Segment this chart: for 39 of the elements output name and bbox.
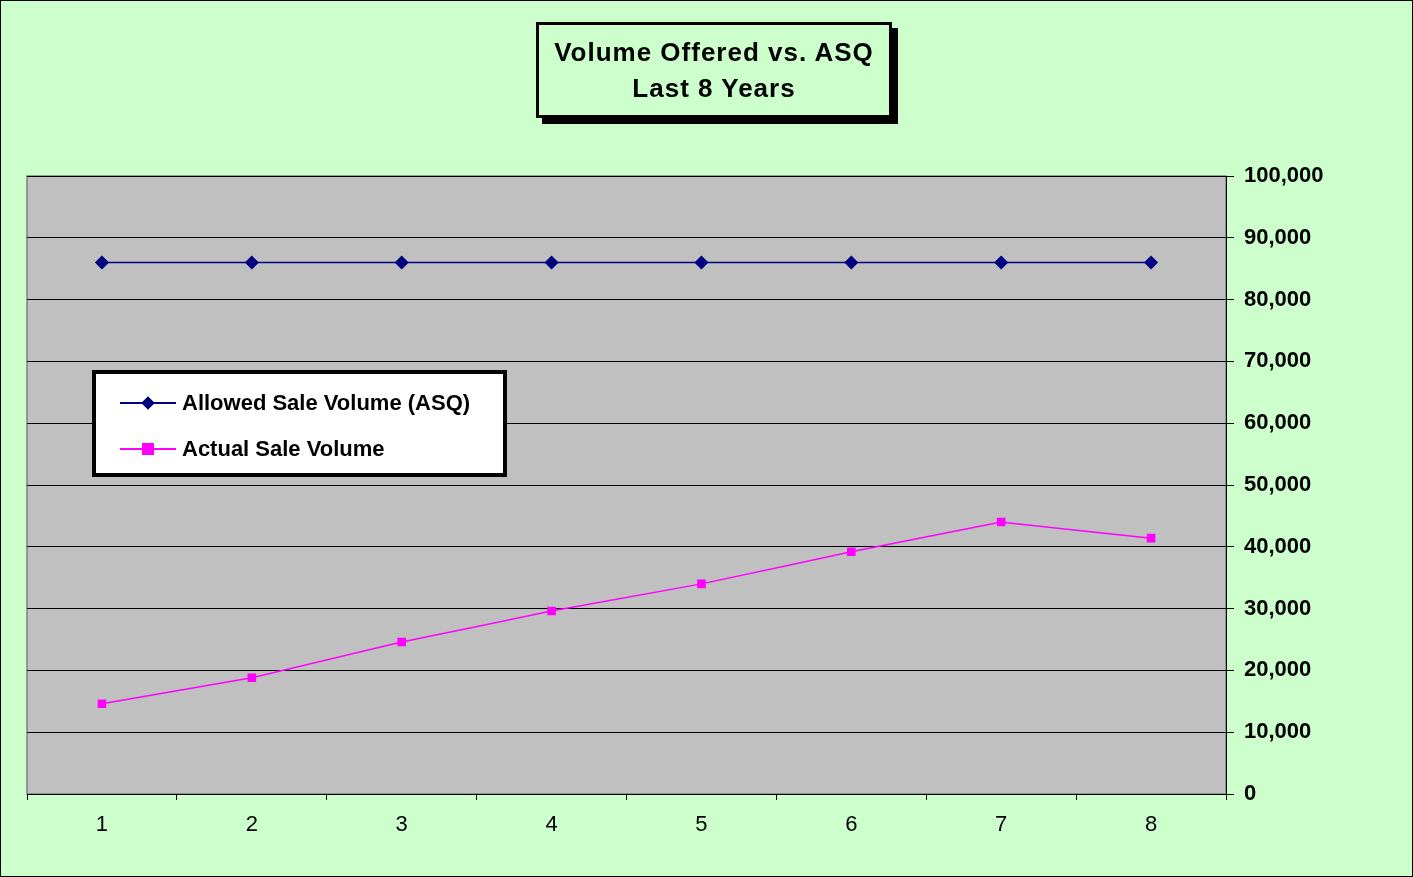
- x-tick-label: 7: [995, 811, 1008, 837]
- y-tick-label: 100,000: [1244, 162, 1324, 188]
- point: [847, 547, 856, 557]
- point: [394, 255, 409, 270]
- point: [247, 673, 257, 683]
- y-tick-label: 50,000: [1244, 471, 1312, 497]
- point: [1144, 255, 1158, 270]
- point: [547, 606, 556, 616]
- legend-label: Allowed Sale Volume (ASQ): [182, 390, 471, 416]
- y-tick-label: 70,000: [1244, 347, 1312, 373]
- legend-label: Actual Sale Volume: [182, 436, 385, 462]
- point: [697, 579, 706, 589]
- y-tick-label: 90,000: [1244, 223, 1312, 249]
- point: [694, 255, 709, 270]
- x-tick-label: 5: [695, 811, 708, 837]
- point: [996, 517, 1006, 527]
- point: [95, 255, 109, 270]
- x-tick-label: 4: [545, 811, 558, 837]
- x-tick-label: 2: [245, 811, 258, 837]
- x-tick-label: 3: [395, 811, 408, 837]
- chart-title: Volume Offered vs. ASQ: [554, 36, 874, 69]
- point: [544, 255, 559, 270]
- point: [844, 255, 859, 270]
- point: [397, 637, 406, 647]
- chart-subtitle: Last 8 Years: [632, 72, 796, 105]
- x-tick-label: 6: [845, 811, 858, 837]
- y-tick-label: 30,000: [1244, 594, 1312, 620]
- point: [97, 699, 107, 709]
- point: [1146, 533, 1156, 543]
- point: [245, 255, 259, 270]
- point: [994, 255, 1008, 270]
- y-tick-label: 10,000: [1244, 718, 1312, 744]
- y-tick-label: 20,000: [1244, 656, 1312, 682]
- y-tick-label: 40,000: [1244, 532, 1312, 558]
- y-tick-label: 80,000: [1244, 285, 1312, 311]
- x-tick-label: 8: [1144, 811, 1158, 837]
- x-tick-label: 1: [95, 811, 109, 837]
- y-tick-label: 60,000: [1244, 409, 1312, 435]
- y-tick-label: 0: [1244, 780, 1257, 806]
